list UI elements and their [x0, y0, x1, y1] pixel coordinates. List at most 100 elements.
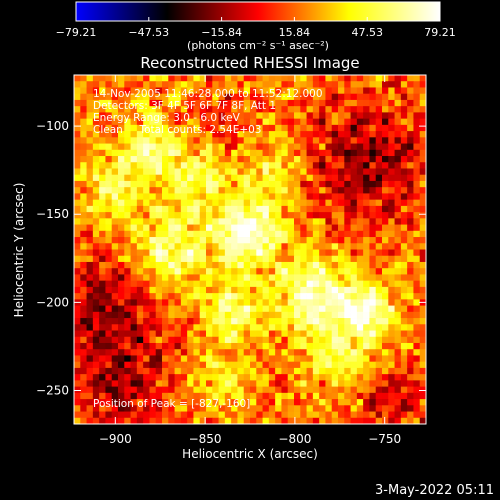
heatmap-cell — [111, 143, 119, 151]
heatmap-cell — [187, 392, 194, 400]
heatmap-cell — [262, 218, 270, 225]
heatmap-cell — [419, 280, 426, 288]
heatmap-cell — [262, 336, 270, 344]
heatmap-cell — [306, 156, 314, 163]
heatmap-cell — [400, 305, 408, 313]
heatmap-cell — [312, 386, 320, 394]
heatmap-cell — [369, 299, 377, 306]
heatmap-cell — [382, 156, 389, 163]
heatmap-cell — [413, 268, 421, 275]
heatmap-cell — [118, 305, 125, 313]
heatmap-cell — [325, 392, 333, 400]
heatmap-cell — [262, 411, 270, 419]
heatmap-cell — [243, 212, 251, 219]
heatmap-cell — [294, 87, 301, 95]
heatmap-cell — [193, 399, 201, 406]
heatmap-cell — [312, 374, 320, 381]
heatmap-cell — [168, 399, 175, 406]
heatmap-cell — [300, 399, 307, 406]
heatmap-cell — [212, 137, 219, 144]
heatmap-cell — [237, 224, 245, 232]
heatmap-cell — [356, 149, 364, 157]
heatmap-cell — [338, 237, 345, 244]
heatmap-cell — [350, 374, 358, 381]
heatmap-cell — [350, 399, 358, 406]
heatmap-cell — [394, 305, 402, 313]
heatmap-cell — [319, 81, 326, 88]
heatmap-cell — [193, 405, 201, 412]
heatmap-cell — [356, 162, 364, 169]
heatmap-cell — [111, 324, 119, 331]
heatmap-cell — [319, 106, 326, 113]
heatmap-cell — [162, 174, 169, 182]
heatmap-cell — [99, 187, 106, 194]
heatmap-cell — [143, 311, 150, 319]
heatmap-cell — [111, 230, 119, 238]
heatmap-cell — [407, 237, 414, 244]
heatmap-cell — [375, 361, 383, 369]
heatmap-cell — [149, 361, 157, 369]
heatmap-cell — [356, 355, 364, 363]
heatmap-cell — [319, 318, 326, 325]
heatmap-cell — [375, 274, 383, 282]
heatmap-cell — [136, 87, 144, 95]
heatmap-cell — [382, 417, 389, 424]
heatmap-cell — [250, 374, 257, 381]
heatmap-cell — [400, 187, 408, 194]
heatmap-cell — [206, 386, 213, 394]
heatmap-cell — [312, 380, 320, 388]
heatmap-cell — [363, 81, 370, 88]
heatmap-cell — [338, 336, 345, 344]
heatmap-cell — [382, 174, 389, 182]
heatmap-cell — [382, 374, 389, 381]
heatmap-cell — [363, 237, 370, 244]
heatmap-cell — [74, 180, 81, 188]
heatmap-cell — [212, 386, 219, 394]
heatmap-cell — [224, 311, 232, 319]
heatmap-cell — [268, 286, 276, 294]
heatmap-cell — [124, 330, 131, 338]
heatmap-cell — [187, 212, 194, 219]
heatmap-cell — [281, 305, 289, 313]
energy-range-annotation: Energy Range: 3.0 - 6.0 keV — [93, 112, 241, 124]
heatmap-cell — [338, 417, 345, 424]
heatmap-cell — [312, 311, 320, 319]
heatmap-cell — [312, 249, 320, 257]
heatmap-cell — [212, 318, 219, 325]
heatmap-cell — [243, 324, 251, 331]
heatmap-cell — [99, 399, 106, 406]
heatmap-cell — [199, 305, 207, 313]
heatmap-cell — [419, 380, 426, 388]
heatmap-cell — [243, 124, 251, 132]
heatmap-cell — [218, 268, 226, 275]
heatmap-cell — [111, 293, 119, 300]
heatmap-cell — [407, 81, 414, 88]
heatmap-cell — [331, 399, 339, 406]
heatmap-cell — [287, 280, 295, 288]
heatmap-cell — [206, 249, 213, 257]
heatmap-cell — [262, 355, 270, 363]
heatmap-cell — [262, 205, 270, 213]
heatmap-cell — [262, 162, 270, 169]
heatmap-cell — [155, 230, 163, 238]
heatmap-cell — [187, 237, 194, 244]
heatmap-cell — [306, 243, 314, 250]
heatmap-cell — [281, 318, 289, 325]
heatmap-cell — [105, 318, 113, 325]
colorbar-unit-label: (photons cm⁻² s⁻¹ asec⁻²) — [187, 39, 329, 52]
heatmap-cell — [218, 75, 226, 82]
heatmap-cell — [218, 237, 226, 244]
heatmap-cell — [250, 399, 257, 406]
heatmap-cell — [407, 361, 414, 369]
heatmap-cell — [92, 355, 100, 363]
heatmap-cell — [174, 174, 182, 182]
heatmap-cell — [187, 318, 194, 325]
heatmap-cell — [338, 149, 345, 157]
heatmap-cell — [306, 143, 314, 151]
heatmap-cell — [149, 411, 157, 419]
heatmap-cell — [344, 349, 351, 356]
heatmap-cell — [344, 180, 351, 188]
heatmap-cell — [187, 199, 194, 207]
heatmap-cell — [136, 311, 144, 319]
heatmap-cell — [256, 156, 263, 163]
